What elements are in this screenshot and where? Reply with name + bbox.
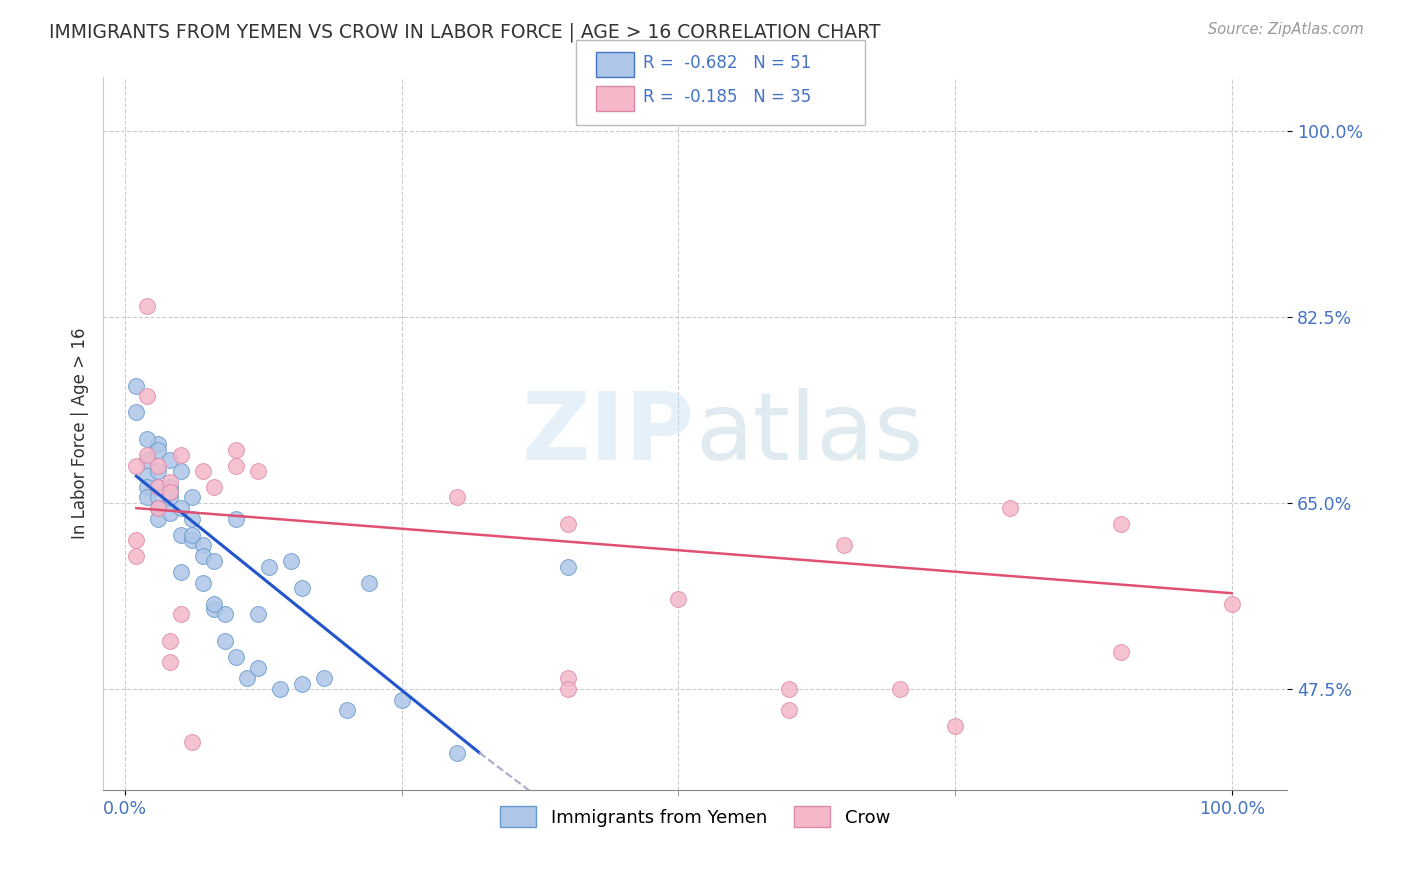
Text: R =  -0.185   N = 35: R = -0.185 N = 35 bbox=[643, 88, 811, 106]
Point bbox=[225, 442, 247, 457]
Point bbox=[257, 559, 280, 574]
Point bbox=[148, 458, 170, 473]
Point bbox=[314, 671, 336, 685]
Point bbox=[148, 480, 170, 494]
Point bbox=[668, 591, 690, 606]
Point bbox=[148, 501, 170, 516]
Point bbox=[159, 655, 181, 669]
Point bbox=[159, 453, 181, 467]
Point bbox=[159, 485, 181, 500]
Point bbox=[557, 671, 579, 685]
Point bbox=[125, 549, 148, 563]
Point bbox=[191, 538, 214, 552]
Point bbox=[148, 442, 170, 457]
Point bbox=[247, 660, 270, 674]
Point bbox=[214, 634, 236, 648]
Y-axis label: In Labor Force | Age > 16: In Labor Force | Age > 16 bbox=[72, 328, 89, 540]
Text: Source: ZipAtlas.com: Source: ZipAtlas.com bbox=[1208, 22, 1364, 37]
Text: atlas: atlas bbox=[695, 388, 924, 480]
Point bbox=[280, 554, 302, 568]
Point bbox=[136, 453, 159, 467]
Point bbox=[136, 389, 159, 403]
Point bbox=[446, 746, 468, 760]
Point bbox=[136, 469, 159, 483]
Point bbox=[159, 480, 181, 494]
Point bbox=[446, 491, 468, 505]
Point bbox=[202, 554, 225, 568]
Point bbox=[169, 464, 191, 478]
Point bbox=[169, 527, 191, 541]
Point bbox=[191, 464, 214, 478]
Point bbox=[148, 512, 170, 526]
Point bbox=[136, 448, 159, 462]
Point bbox=[191, 575, 214, 590]
Point bbox=[335, 703, 357, 717]
Point bbox=[778, 681, 800, 696]
Point bbox=[148, 491, 170, 505]
Point bbox=[169, 565, 191, 579]
Point bbox=[136, 299, 159, 313]
Point bbox=[180, 735, 202, 749]
Point bbox=[148, 480, 170, 494]
Point bbox=[159, 475, 181, 489]
Point bbox=[148, 437, 170, 451]
Point bbox=[1220, 597, 1243, 611]
Point bbox=[180, 527, 202, 541]
Text: IMMIGRANTS FROM YEMEN VS CROW IN LABOR FORCE | AGE > 16 CORRELATION CHART: IMMIGRANTS FROM YEMEN VS CROW IN LABOR F… bbox=[49, 22, 880, 42]
Point bbox=[247, 464, 270, 478]
Point bbox=[202, 480, 225, 494]
Point bbox=[778, 703, 800, 717]
Point bbox=[180, 512, 202, 526]
Point bbox=[557, 559, 579, 574]
Point bbox=[1109, 645, 1132, 659]
Point bbox=[247, 607, 270, 622]
Point bbox=[202, 602, 225, 616]
Point bbox=[557, 681, 579, 696]
Point bbox=[148, 501, 170, 516]
Point bbox=[169, 607, 191, 622]
Point bbox=[889, 681, 911, 696]
Point bbox=[180, 533, 202, 547]
Point bbox=[159, 507, 181, 521]
Point bbox=[136, 491, 159, 505]
Point bbox=[180, 491, 202, 505]
Point bbox=[136, 432, 159, 446]
Point bbox=[225, 650, 247, 665]
Point bbox=[225, 458, 247, 473]
Point bbox=[169, 448, 191, 462]
Point bbox=[159, 634, 181, 648]
Point bbox=[136, 480, 159, 494]
Point bbox=[943, 719, 966, 733]
Point bbox=[159, 485, 181, 500]
Point bbox=[291, 581, 314, 595]
Point bbox=[159, 491, 181, 505]
Point bbox=[125, 458, 148, 473]
Text: ZIP: ZIP bbox=[522, 388, 695, 480]
Point bbox=[269, 681, 291, 696]
Text: R =  -0.682   N = 51: R = -0.682 N = 51 bbox=[643, 54, 811, 72]
Point bbox=[225, 512, 247, 526]
Point bbox=[236, 671, 259, 685]
Point bbox=[557, 517, 579, 532]
Point bbox=[214, 607, 236, 622]
Point bbox=[125, 405, 148, 419]
Point bbox=[148, 464, 170, 478]
Point bbox=[1109, 517, 1132, 532]
Point bbox=[834, 538, 856, 552]
Point bbox=[202, 597, 225, 611]
Legend: Immigrants from Yemen, Crow: Immigrants from Yemen, Crow bbox=[494, 799, 897, 834]
Point bbox=[169, 501, 191, 516]
Point bbox=[125, 533, 148, 547]
Point bbox=[191, 549, 214, 563]
Point bbox=[357, 575, 380, 590]
Point bbox=[391, 692, 413, 706]
Point bbox=[1000, 501, 1022, 516]
Point bbox=[291, 676, 314, 690]
Point bbox=[125, 379, 148, 393]
